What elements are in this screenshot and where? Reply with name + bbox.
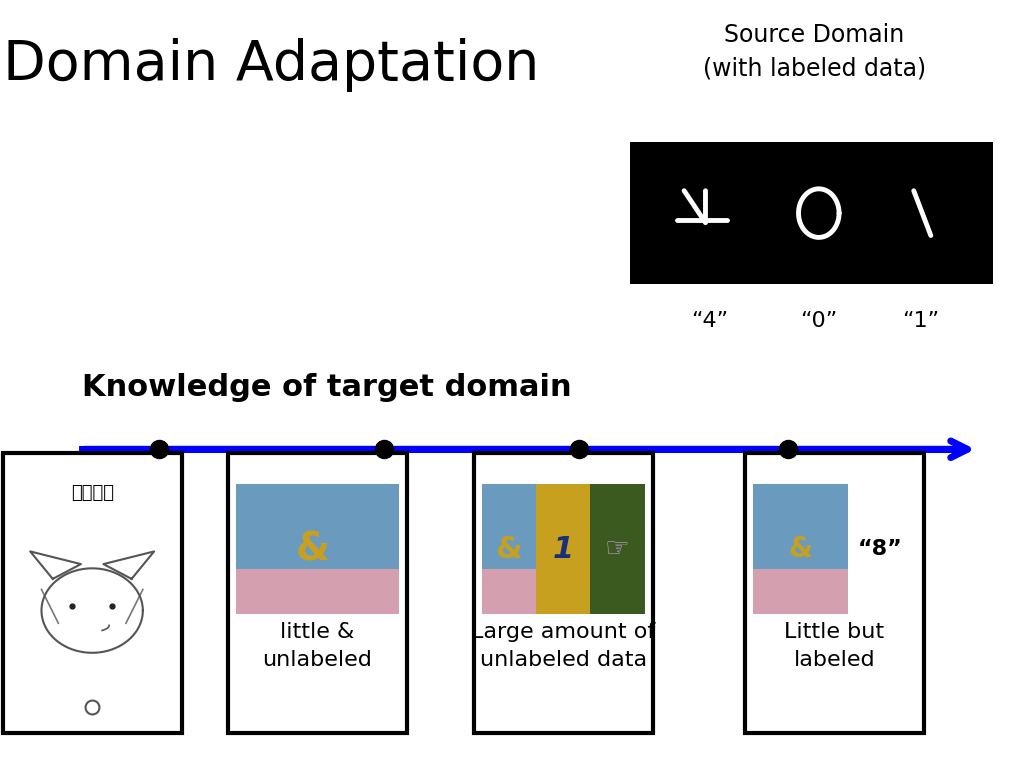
Bar [482,484,537,568]
Bar [3,453,182,733]
Bar [537,484,590,614]
Text: “4”: “4” [691,311,728,331]
Text: Knowledge of target domain: Knowledge of target domain [82,373,571,402]
Bar [744,453,924,733]
Bar [236,568,398,614]
Bar [753,568,848,614]
Text: 窩不知道: 窩不知道 [71,484,114,502]
Text: &: & [295,530,330,568]
Text: “1”: “1” [902,311,939,331]
Text: ☞: ☞ [605,535,630,563]
Text: &: & [788,535,812,563]
Bar [227,453,407,733]
Text: &: & [496,535,522,564]
Text: 1: 1 [553,535,573,564]
Bar [590,484,645,614]
Bar [236,484,398,568]
Bar [753,484,848,568]
Text: Source Domain
(with labeled data): Source Domain (with labeled data) [702,23,926,81]
Text: Little but
labeled: Little but labeled [784,622,885,670]
Text: Domain Adaptation: Domain Adaptation [3,38,540,92]
Text: “0”: “0” [800,311,838,331]
Text: “8”: “8” [858,539,902,559]
Bar [630,142,993,284]
Text: little &
unlabeled: little & unlabeled [262,622,373,670]
Text: Large amount of
unlabeled data: Large amount of unlabeled data [471,622,655,670]
Bar [482,568,537,614]
Bar [473,453,653,733]
